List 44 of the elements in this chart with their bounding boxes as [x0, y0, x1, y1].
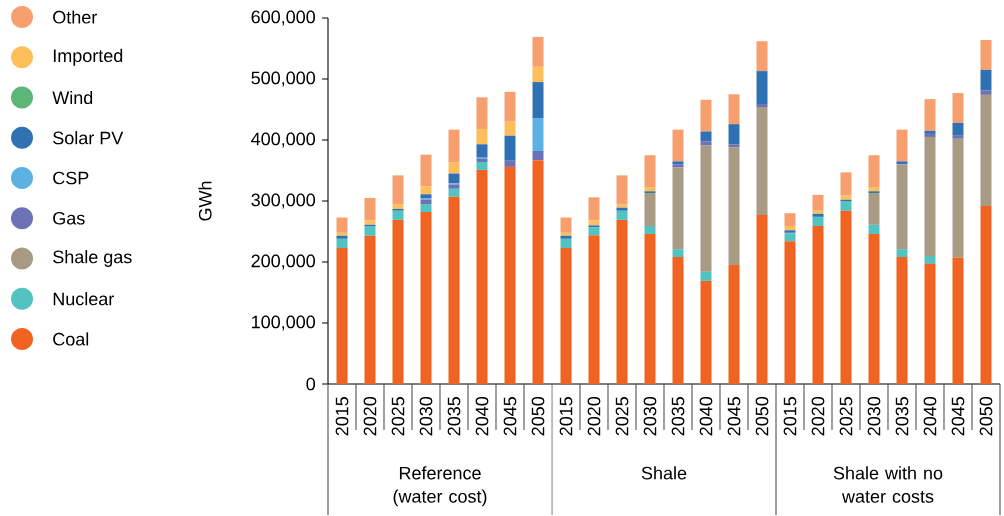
x-tick-label: 2030 — [419, 397, 433, 436]
legend-label: Solar PV — [53, 131, 124, 145]
y-axis-title: GWh — [198, 181, 212, 221]
y-tick-label: 300,000 — [251, 193, 316, 209]
text: Reference (water cost) — [393, 466, 487, 507]
x-tick-label: 2050 — [755, 397, 769, 436]
x-tick-label: 2030 — [867, 397, 881, 436]
x-tick-label: 2015 — [559, 397, 573, 436]
x-tick-label: 2020 — [587, 397, 601, 436]
legend-label: Nuclear — [53, 292, 114, 306]
x-tick-label: 2040 — [923, 397, 937, 436]
y-tick-label: 0 — [306, 377, 316, 391]
text: Shale with no water costs — [833, 466, 943, 504]
x-tick-label: 2035 — [671, 397, 685, 436]
x-tick-label: 2045 — [503, 397, 517, 436]
legend-label: Imported — [53, 49, 123, 66]
x-tick-label: 2015 — [783, 397, 797, 436]
x-tick-label: 2020 — [811, 397, 825, 436]
x-tick-label: 2015 — [335, 397, 349, 436]
x-tick-label: 2035 — [895, 397, 909, 436]
x-tick-label: 2050 — [531, 397, 545, 436]
x-tick-label: 2025 — [839, 397, 853, 436]
x-tick-label: 2020 — [363, 397, 377, 436]
legend-label: Gas — [53, 212, 85, 225]
legend-label: Shale gas — [53, 250, 132, 268]
y-tick-label: 100,000 — [252, 315, 316, 331]
legend-label: Wind — [52, 91, 93, 105]
x-tick-label: 2025 — [391, 397, 405, 436]
x-tick-label: 2040 — [699, 397, 713, 436]
x-tick-label: 2045 — [727, 397, 741, 436]
x-tick-label: 2025 — [615, 397, 629, 436]
y-tick-label: 400,000 — [251, 132, 316, 148]
y-tick-label: 500,000 — [251, 71, 316, 87]
legend-label: Coal — [53, 332, 89, 346]
x-tick-label: 2040 — [475, 397, 489, 436]
x-tick-label: 2050 — [979, 397, 993, 436]
text: Shale — [641, 466, 687, 480]
legend-label: CSP — [53, 171, 89, 185]
legend-label: Other — [53, 10, 97, 24]
y-tick-label: 200,000 — [251, 254, 316, 270]
y-tick-label: 600,000 — [251, 10, 316, 26]
x-tick-label: 2045 — [951, 397, 965, 436]
x-tick-label: 2035 — [447, 397, 461, 436]
x-tick-label: 2030 — [643, 397, 657, 436]
